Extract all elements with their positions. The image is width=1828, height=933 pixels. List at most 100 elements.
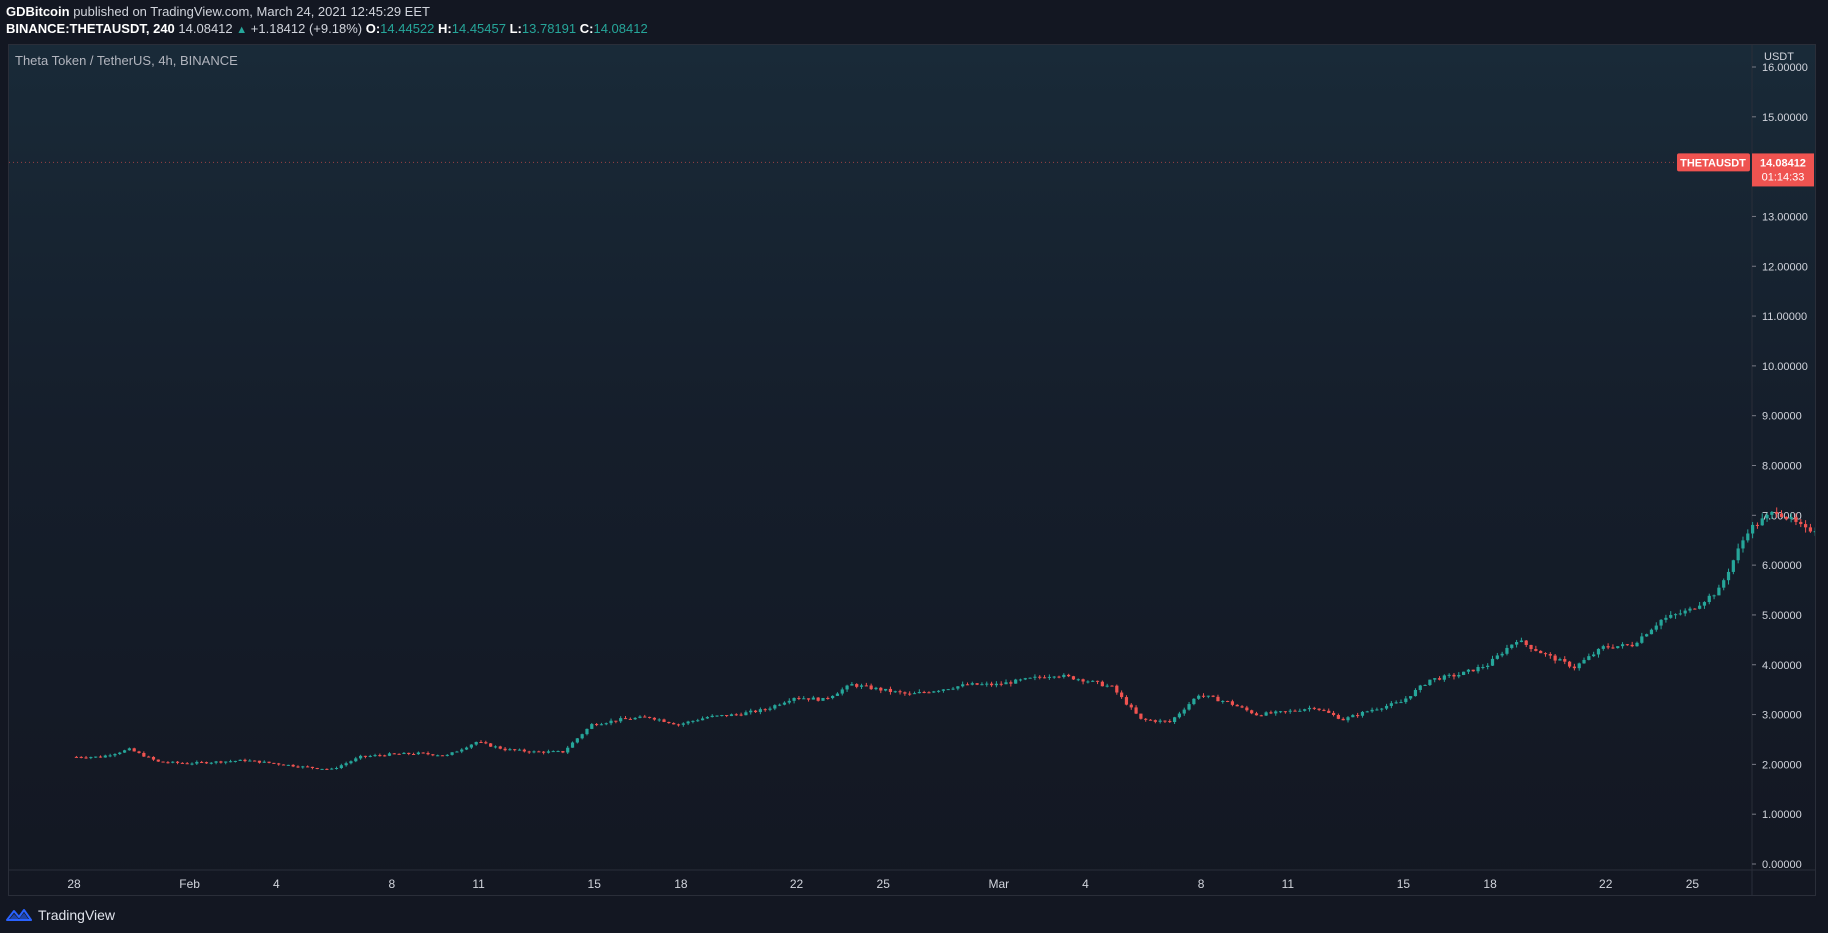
candle-body (262, 761, 266, 763)
symbol-interval: BINANCE:THETAUSDT, 240 (6, 21, 175, 36)
candle-body (1144, 718, 1148, 720)
candle-body (1158, 720, 1162, 722)
candle-body (1298, 710, 1302, 712)
candle-body (469, 744, 473, 748)
candle-body (224, 761, 228, 763)
candle-body (383, 755, 387, 757)
candle-body (1731, 560, 1735, 572)
candle-body (151, 756, 156, 760)
candle-body (975, 683, 979, 685)
candle-body (1495, 655, 1499, 659)
candle-body (1124, 697, 1129, 705)
candle-body (1413, 689, 1418, 697)
symbol-tag-label: THETAUSDT (1680, 157, 1746, 169)
open-value: 14.44522 (380, 21, 435, 36)
y-tick-label: 12.00000 (1762, 261, 1808, 273)
tradingview-brand[interactable]: TradingView (38, 907, 116, 923)
candle-body (532, 751, 536, 753)
candle-body (503, 748, 507, 751)
candle-body (527, 751, 531, 753)
candle-body (358, 755, 363, 759)
candle-body (1442, 675, 1446, 680)
candle-body (310, 766, 315, 768)
candle-body (917, 691, 921, 694)
high-value: 14.45457 (451, 21, 506, 36)
candle-body (1052, 676, 1056, 678)
candle-body (200, 761, 204, 763)
candle-body (561, 751, 565, 753)
candle-body (190, 763, 194, 765)
candle-body (647, 716, 652, 718)
candle-body (185, 763, 189, 765)
candle-body (1071, 676, 1076, 680)
candle-body (961, 684, 965, 687)
candle-body (546, 751, 551, 753)
candle-body (946, 689, 950, 691)
candle-body (166, 762, 170, 764)
candle-body (1182, 709, 1186, 714)
candle-body (431, 754, 435, 756)
author-name[interactable]: GDBitcoin (6, 4, 70, 19)
candle-body (778, 704, 782, 706)
x-tick-label: 8 (389, 877, 396, 891)
candle-body (1245, 707, 1249, 711)
candle-body (840, 689, 844, 694)
open-label: O: (365, 21, 381, 36)
candle-body (421, 752, 425, 754)
candle-body (344, 763, 348, 766)
candle-body (1563, 659, 1567, 662)
candle-body (1356, 715, 1360, 717)
candle-body (243, 759, 247, 762)
candle-body (354, 758, 358, 762)
candle-body (806, 698, 811, 700)
candle-body (1240, 706, 1244, 708)
candle-body (1293, 710, 1297, 712)
candle-body (1428, 679, 1432, 685)
candle-body (1288, 710, 1292, 712)
candle-body (175, 761, 180, 763)
candle-body (1770, 511, 1774, 515)
candle-body (720, 715, 724, 717)
candle-body (1047, 676, 1051, 678)
candle-body (296, 766, 300, 768)
candle-body (349, 761, 353, 764)
candle-body (936, 690, 941, 692)
candle-body (214, 761, 218, 763)
candle-body (1558, 659, 1562, 661)
candle-body (127, 748, 131, 751)
last-price: 14.08412 (178, 21, 233, 36)
candle-body (1543, 653, 1548, 655)
x-tick-label: 15 (588, 877, 602, 891)
candle-body (619, 718, 623, 722)
candle-body (455, 751, 459, 753)
x-tick-label: 4 (273, 877, 280, 891)
candle-body (980, 684, 984, 686)
candle-body (1038, 676, 1042, 678)
y-tick-label: 2.00000 (1762, 759, 1802, 771)
candle-body (835, 693, 840, 696)
candle-body (1365, 711, 1369, 713)
candle-body (1192, 698, 1196, 705)
chart-area[interactable]: 16.0000015.0000014.0000013.0000012.00000… (8, 44, 1816, 896)
high-label: H: (438, 21, 452, 36)
candle-body (281, 764, 286, 766)
last-price-box (1752, 153, 1814, 187)
candle-body (1717, 587, 1721, 596)
candle-body (1004, 682, 1008, 685)
tradingview-logo-icon[interactable] (6, 908, 32, 922)
candle-body (941, 689, 946, 691)
candle-body (1726, 571, 1731, 581)
price-chart[interactable]: 16.0000015.0000014.0000013.0000012.00000… (9, 45, 1815, 895)
candle-body (845, 685, 849, 690)
y-tick-label: 10.00000 (1762, 361, 1808, 373)
candle-body (1177, 713, 1182, 718)
candle-body (556, 751, 560, 753)
candle-body (233, 760, 237, 762)
candle-body (450, 752, 454, 755)
candle-body (1746, 533, 1750, 541)
candle-body (879, 687, 883, 691)
candle-body (1259, 715, 1263, 717)
candle-body (1779, 513, 1784, 517)
candle-body (1702, 602, 1707, 606)
candle-body (1023, 678, 1027, 680)
